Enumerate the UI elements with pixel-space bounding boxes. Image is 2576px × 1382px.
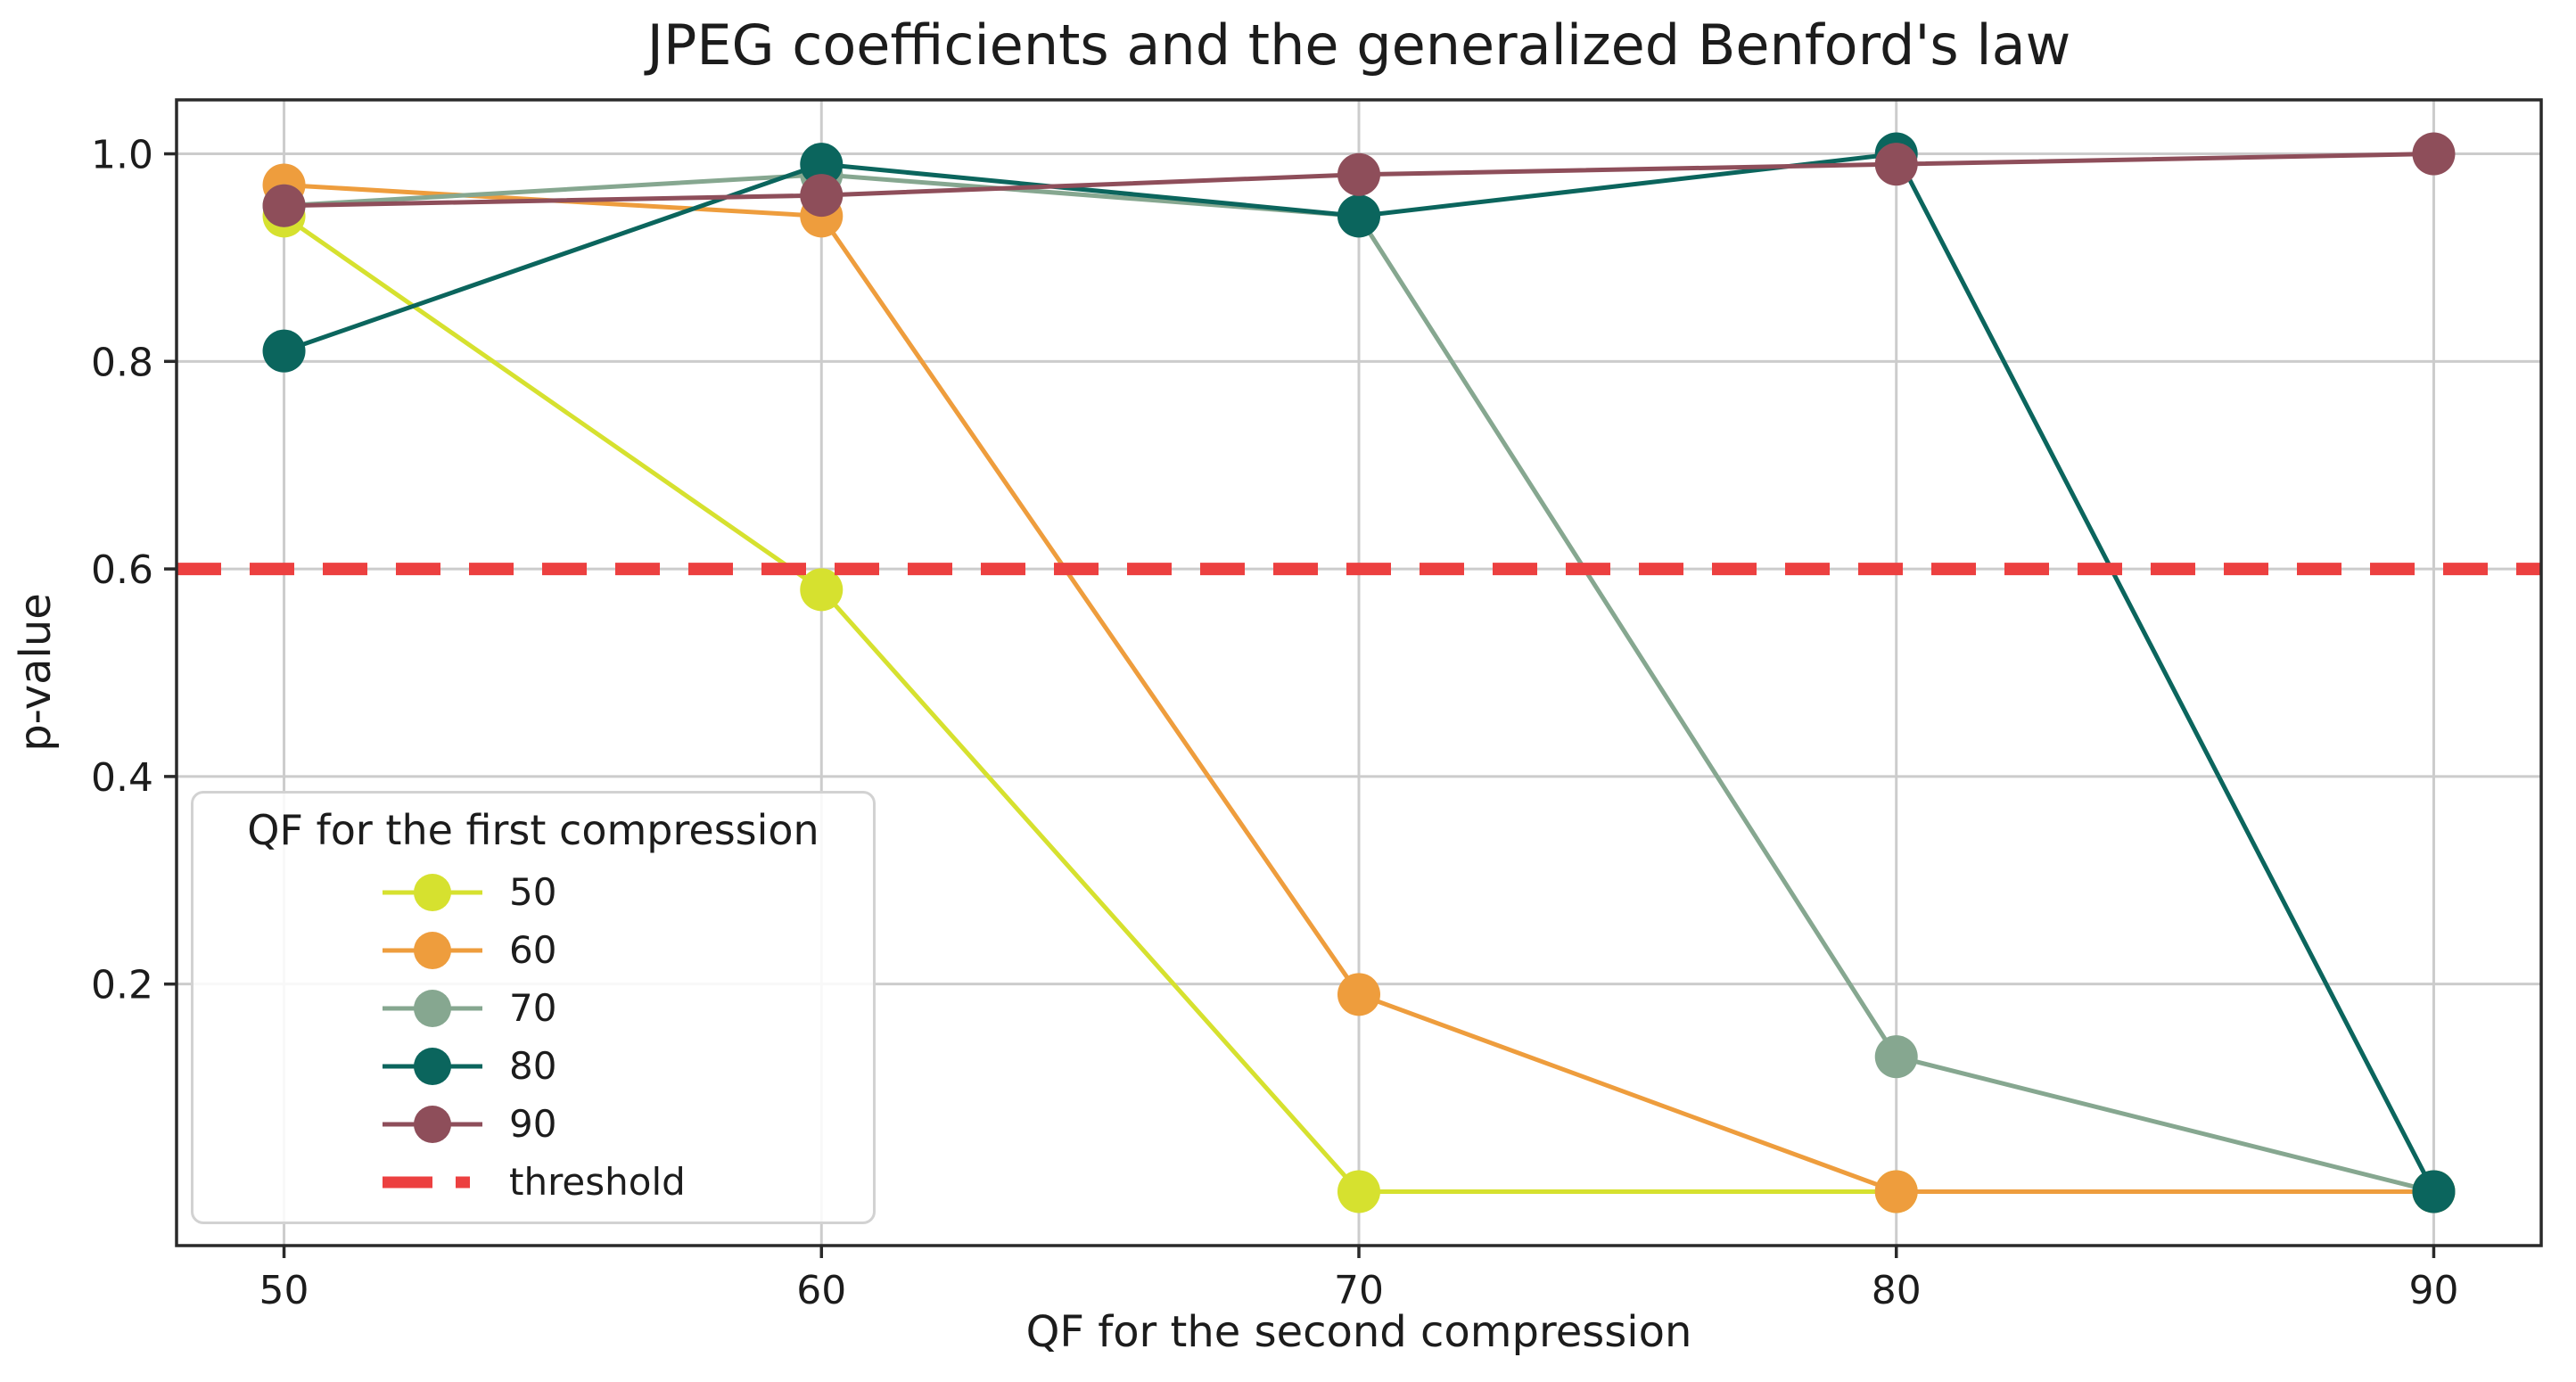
x-tick-label: 90 [2408, 1268, 2458, 1313]
legend-entry-60: 60 [193, 921, 873, 979]
x-tick-label: 50 [259, 1268, 309, 1313]
y-tick-label: 1.0 [91, 133, 153, 178]
y-tick-label: 0.2 [91, 963, 153, 1008]
data-point-qf50-x60 [800, 568, 844, 612]
legend-marker-sample [383, 989, 482, 1027]
legend-entry-70: 70 [193, 979, 873, 1037]
legend: QF for the first compression 50 60 70 80 90 t… [191, 791, 876, 1224]
legend-entry-90: 90 [193, 1095, 873, 1153]
legend-title: QF for the first compression [247, 806, 819, 854]
y-tick-label: 0.6 [91, 547, 153, 593]
data-point-qf50-x70 [1337, 1170, 1380, 1213]
legend-entry-label: 90 [509, 1101, 557, 1146]
data-point-qf90-x90 [2412, 132, 2456, 176]
legend-entries: 50 60 70 80 90 threshold [193, 863, 873, 1211]
y-tick-label: 0.4 [91, 755, 153, 801]
legend-marker-sample [383, 1047, 482, 1085]
data-point-qf60-x70 [1337, 973, 1380, 1016]
legend-entry-label: 80 [509, 1043, 557, 1088]
legend-marker-sample [383, 931, 482, 969]
data-point-qf80-x50 [262, 329, 306, 373]
data-point-qf80-x90 [2412, 1170, 2456, 1213]
x-tick-label: 60 [796, 1268, 846, 1313]
data-point-qf80-x70 [1337, 194, 1380, 238]
x-tick-label: 80 [1872, 1268, 1922, 1313]
data-point-qf90-x50 [262, 184, 306, 227]
legend-entry-label: 50 [509, 869, 557, 914]
y-tick-label: 0.8 [91, 340, 153, 385]
legend-entry-label: 60 [509, 927, 557, 972]
data-point-qf90-x60 [800, 174, 844, 218]
legend-entry-label: threshold [509, 1159, 686, 1204]
x-tick-label: 70 [1334, 1268, 1384, 1313]
legend-marker-sample [383, 1105, 482, 1143]
data-point-qf60-x80 [1874, 1170, 1918, 1213]
legend-entry-threshold: threshold [193, 1153, 873, 1211]
legend-entry-label: 70 [509, 985, 557, 1030]
x-axis-label: QF for the second compression [1025, 1307, 1692, 1357]
data-point-qf70-x80 [1874, 1035, 1918, 1079]
legend-marker-sample [383, 873, 482, 911]
legend-threshold-sample [383, 1176, 482, 1188]
data-point-qf90-x70 [1337, 152, 1380, 196]
legend-entry-50: 50 [193, 863, 873, 921]
legend-entry-80: 80 [193, 1037, 873, 1095]
data-point-qf90-x80 [1874, 143, 1918, 186]
data-point-qf80-x60 [800, 143, 844, 186]
chart-title: JPEG coefficients and the generalized Be… [646, 12, 2071, 78]
